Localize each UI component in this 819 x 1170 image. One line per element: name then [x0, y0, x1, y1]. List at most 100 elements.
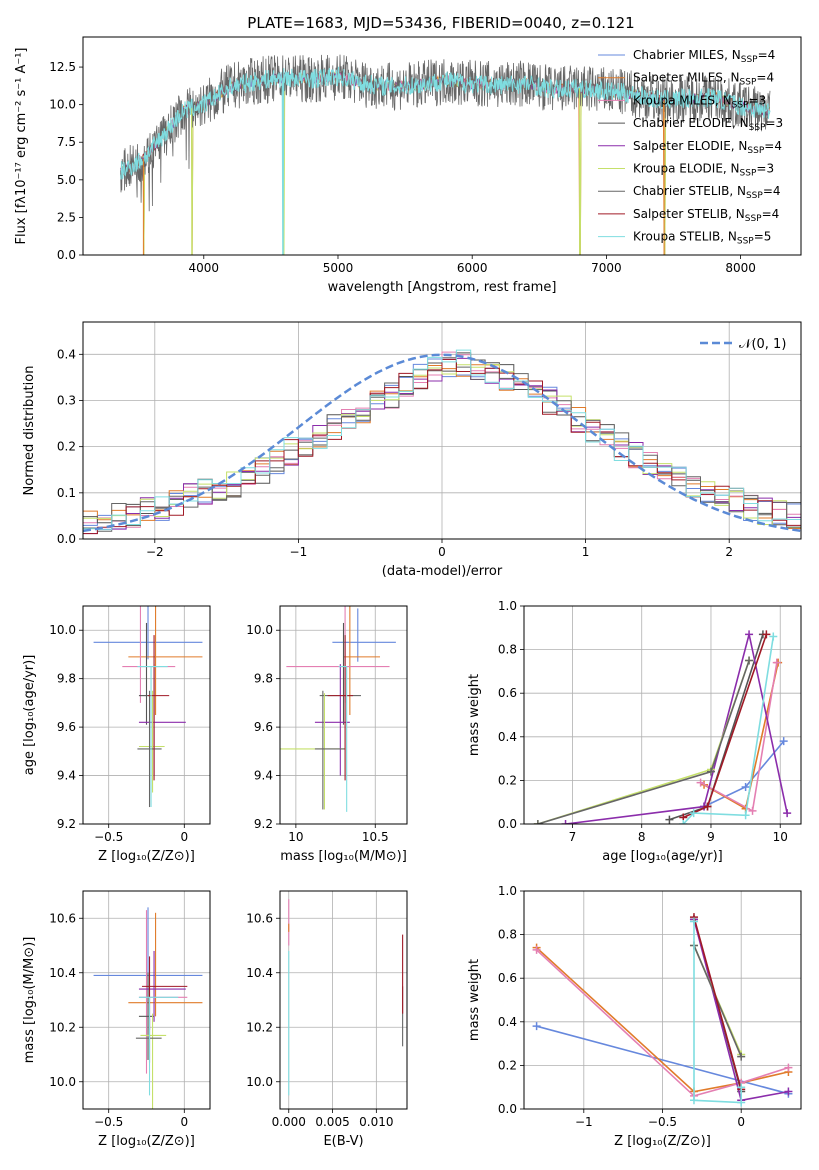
x-tick-label: 6000 [457, 261, 488, 275]
x-tick-label: −1 [575, 1115, 593, 1129]
x-tick-label: 9 [707, 830, 715, 844]
y-tick-label: 9.6 [57, 720, 76, 734]
x-axis-label: Z [log₁₀(Z/Z⊙)] [98, 849, 195, 864]
y-tick-label: 9.4 [254, 769, 273, 783]
x-tick-label: −0.5 [94, 830, 123, 844]
y-tick-label: 0.2 [498, 1058, 517, 1072]
y-tick-label: 0.0 [498, 1102, 517, 1116]
weight-marker [784, 1063, 793, 1072]
legend-label: Salpeter STELIB, NSSP=4 [633, 207, 779, 224]
x-axis-label: wavelength [Angstrom, rest frame] [328, 280, 557, 295]
y-tick-label: 10.0 [49, 623, 76, 637]
legend-label-rest: =4 [756, 71, 774, 85]
y-tick-label: 2.5 [57, 210, 76, 224]
plot-area [120, 54, 771, 255]
x-tick-label: −1 [290, 545, 308, 559]
legend-subscript: SSP [749, 123, 766, 133]
weight-marker [741, 811, 750, 820]
y-tick-label: 0.3 [57, 393, 76, 407]
weight-line-kroupa_miles [536, 949, 789, 1097]
x-tick-label: 0.010 [359, 1115, 393, 1129]
x-axis-label: Z [log₁₀(Z/Z⊙)] [614, 1134, 711, 1149]
weight-marker [741, 782, 750, 791]
weight-marker [706, 767, 715, 776]
y-tick-label: 5.0 [57, 173, 76, 187]
weight-marker [532, 945, 541, 954]
weight-marker [769, 632, 778, 641]
legend-label-rest: =3 [765, 116, 783, 130]
y-tick-label: 0.2 [57, 440, 76, 454]
axes-frame [279, 890, 408, 1110]
y-tick-label: 10.0 [246, 623, 273, 637]
x-tick-label: 0.000 [272, 1115, 306, 1129]
axes-frame [523, 890, 802, 1110]
weight-marker [737, 1052, 746, 1061]
weight-marker [748, 806, 757, 815]
y-tick-label: 10.6 [246, 911, 273, 925]
legend-subscript: SSP [741, 55, 758, 65]
plot-area [93, 606, 203, 808]
y-axis-label: mass weight [467, 674, 482, 756]
legend-label-rest: =3 [756, 162, 774, 176]
legend-label: Salpeter MILES, NSSP=4 [633, 71, 774, 88]
x-tick-label: 1 [582, 545, 590, 559]
weight-line-salpeter_stelib [693, 916, 742, 1090]
weight-marker [745, 630, 754, 639]
y-tick-label: 9.6 [254, 720, 273, 734]
plot-area [83, 349, 801, 539]
histogram-series-kroupa_stelib [83, 349, 801, 539]
y-tick-label: 10.0 [49, 98, 76, 112]
plot-area [533, 630, 792, 824]
weight-marker [689, 917, 698, 926]
weight-marker [679, 820, 688, 824]
y-axis-label: mass weight [467, 959, 482, 1041]
weight-marker [779, 737, 788, 746]
weight-line-salpeter_elodie [565, 634, 788, 824]
y-tick-label: 0.4 [498, 730, 517, 744]
y-tick-label: 10.2 [49, 1020, 76, 1034]
weight-marker [784, 1087, 793, 1096]
y-tick-label: 9.2 [254, 817, 273, 831]
legend-label-rest: =4 [763, 184, 781, 198]
x-tick-label: 8 [638, 830, 646, 844]
y-axis-label: Flux [fλ10⁻¹⁷ erg cm⁻² s⁻¹ A⁻¹] [14, 48, 29, 245]
legend-label-rest: =4 [764, 139, 782, 153]
panel-mass_vs_Z: −0.5 0 10.0 10.2 10.4 10.6 Z [log₁₀(Z/Z⊙)] mass… [22, 890, 211, 1149]
y-tick-label: 9.8 [57, 672, 76, 686]
legend-label: Chabrier MILES, NSSP=4 [633, 48, 775, 65]
y-tick-label: 0.2 [498, 773, 517, 787]
plot-area [532, 913, 793, 1107]
x-tick-label: 10.5 [362, 830, 389, 844]
axes-frame [279, 605, 408, 825]
panel-residuals: −2 −1 0 1 2 0.0 0.1 0.2 0.3 0.4 (data-model)/error… [22, 321, 802, 579]
y-tick-label: 10.4 [246, 966, 273, 980]
weight-marker [703, 802, 712, 811]
y-tick-label: 0.4 [57, 347, 76, 361]
y-tick-label: 10.4 [49, 966, 76, 980]
legend-subscript: SSP [747, 146, 764, 156]
weight-line-chabrier_miles [536, 1025, 789, 1095]
x-tick-label: 0 [438, 545, 446, 559]
legend-label: Salpeter ELODIE, NSSP=4 [633, 139, 782, 156]
weight-marker [689, 809, 698, 818]
axes-frame [82, 605, 211, 825]
x-tick-label: −0.5 [648, 1115, 677, 1129]
weight-marker [689, 1096, 698, 1105]
y-tick-label: 0.0 [57, 248, 76, 262]
x-tick-label: 0 [180, 1115, 188, 1129]
x-tick-label: −2 [146, 545, 164, 559]
weight-marker [737, 1083, 746, 1092]
legend-label-rest: =5 [754, 230, 772, 244]
legend-label: Chabrier ELODIE, NSSP=3 [633, 116, 783, 133]
legend-label-rest: =4 [758, 48, 776, 62]
legend-subscript: SSP [740, 169, 757, 179]
plot-area [280, 606, 396, 812]
x-tick-label: 8000 [725, 261, 756, 275]
legend-subscript: SSP [745, 214, 762, 224]
y-tick-label: 0.0 [57, 532, 76, 546]
weight-marker [772, 658, 781, 667]
weight-marker [762, 630, 771, 639]
y-tick-label: 0.8 [498, 928, 517, 942]
panel-spectrum: 4000 5000 6000 7000 8000 0.0 2.5 5.0 7.5 10.0 12.5… [14, 36, 802, 295]
